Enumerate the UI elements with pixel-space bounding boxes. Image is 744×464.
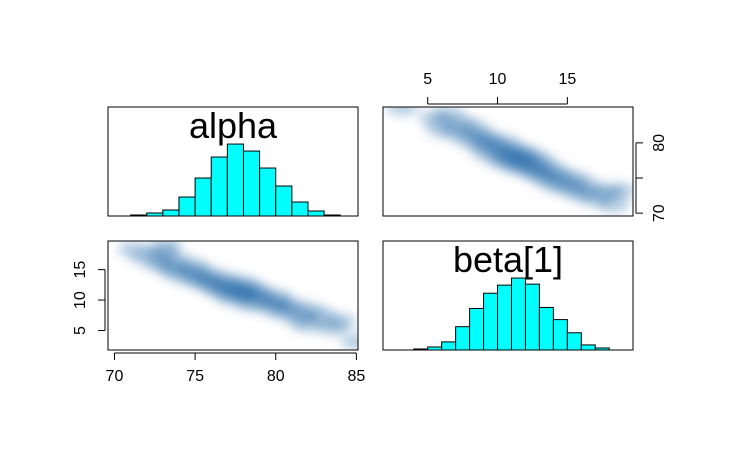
panel-frame — [382, 106, 634, 217]
density-point — [150, 241, 183, 255]
hist-bar — [178, 196, 196, 217]
tick-label: 70 — [651, 204, 668, 222]
density-point — [117, 241, 150, 258]
tick-label: 15 — [72, 261, 89, 279]
hist-bar — [194, 177, 212, 217]
variable-label: beta[1] — [453, 239, 563, 280]
tick-label: 10 — [72, 291, 89, 309]
hist-bar — [441, 341, 457, 351]
hist-bar — [580, 344, 596, 351]
hist-bar — [259, 167, 277, 217]
hist-bar — [483, 292, 499, 351]
hist-bar — [538, 306, 554, 351]
hist-bar — [552, 319, 568, 351]
panel-frame — [107, 106, 359, 217]
hist-bar — [497, 284, 512, 351]
hist-bar — [524, 283, 540, 351]
tick-label: 70 — [106, 368, 124, 385]
variable-label: alpha — [189, 105, 278, 146]
hist-bar — [242, 150, 261, 217]
tick-label: 85 — [347, 368, 365, 385]
tick-label: 80 — [651, 134, 668, 152]
hist-bar — [275, 185, 293, 217]
panel-frame — [382, 240, 634, 351]
hist-bar — [162, 209, 180, 217]
tick-label: 15 — [558, 71, 576, 88]
tick-label: 80 — [267, 368, 285, 385]
density-point — [597, 196, 630, 213]
hist-bar — [291, 201, 309, 217]
hist-bar — [566, 332, 582, 351]
density-layer — [386, 107, 633, 213]
hist-bar — [307, 210, 325, 217]
density-point — [386, 107, 419, 116]
density-layer — [117, 241, 358, 350]
tick-label: 5 — [72, 326, 89, 335]
density-point — [340, 333, 358, 350]
tick-label: 5 — [423, 71, 432, 88]
hist-bar — [455, 326, 471, 351]
density-point — [604, 182, 633, 199]
panel-frame — [107, 240, 359, 351]
hist-bar — [226, 143, 244, 217]
tick-label: 75 — [186, 368, 204, 385]
tick-label: 10 — [489, 71, 507, 88]
hist-bar — [510, 277, 526, 351]
hist-bar — [469, 307, 485, 351]
hist-bar — [210, 156, 228, 217]
